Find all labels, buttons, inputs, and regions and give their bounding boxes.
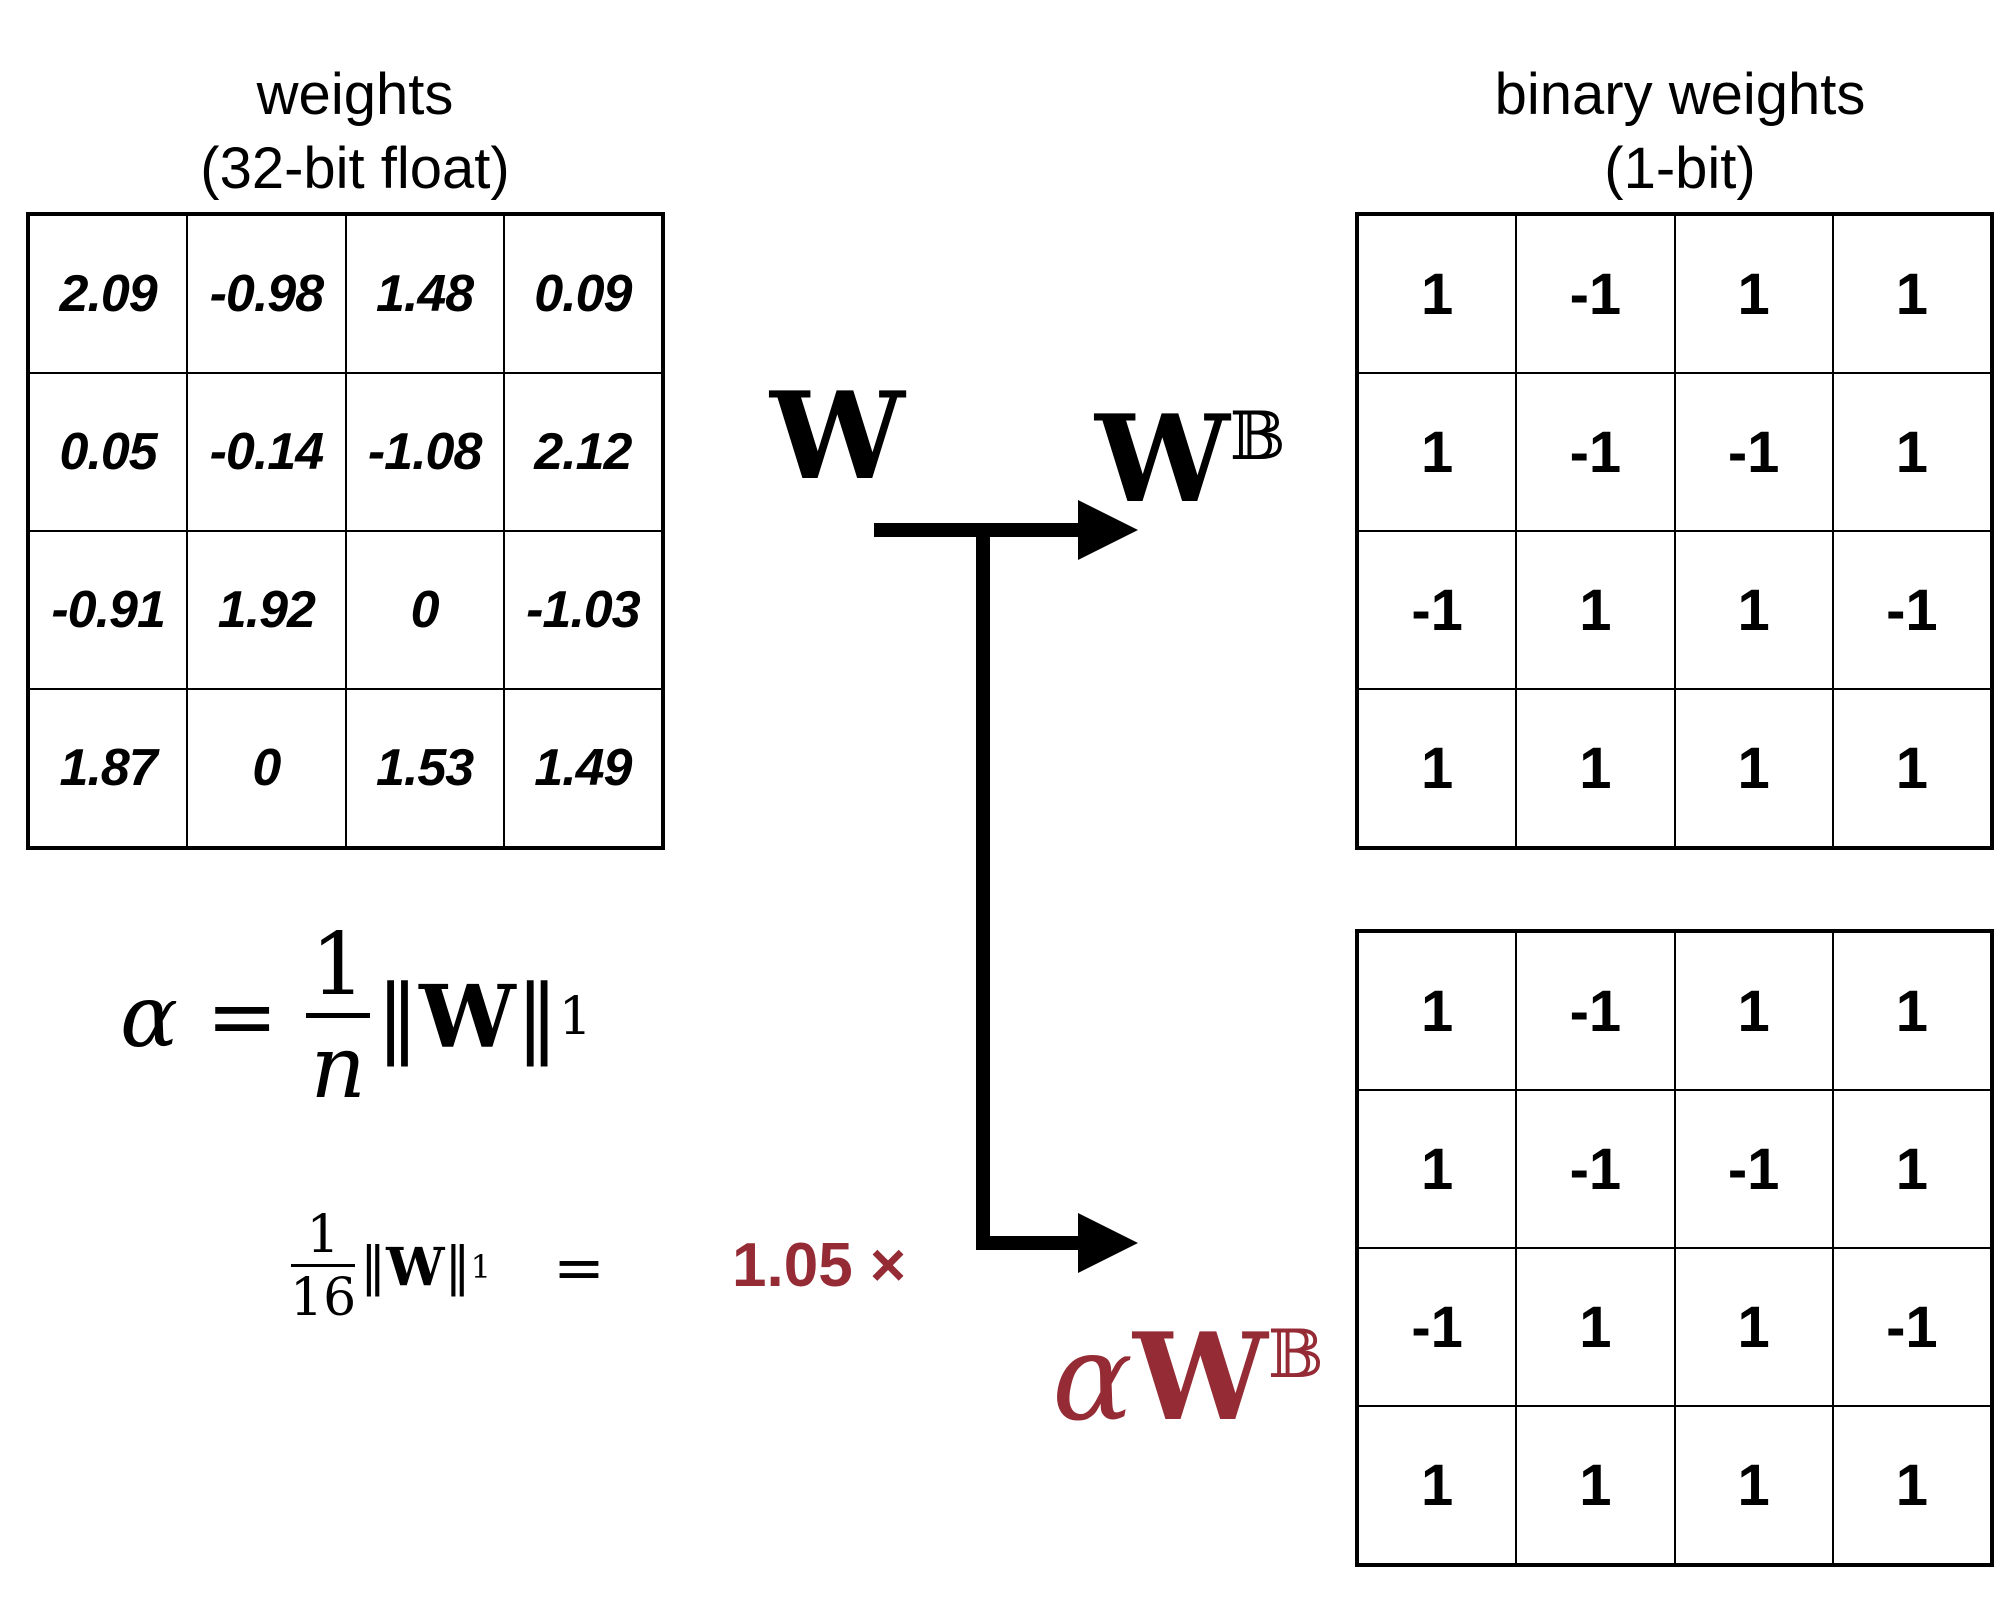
formula-fraction: 1 n bbox=[306, 914, 371, 1118]
float-weight-cell: 1.87 bbox=[29, 689, 188, 847]
formula-norm-open: ‖ bbox=[376, 967, 420, 1067]
scaled-binary-weight-cell: 1 bbox=[1358, 1406, 1517, 1564]
arrowhead-bottom bbox=[1078, 1213, 1138, 1273]
scaled-binary-weight-cell: 1 bbox=[1674, 1406, 1833, 1564]
scaled-binary-weights-matrix: 1 -1 1 1 1 -1 -1 1 -1 1 1 -1 1 1 1 1 bbox=[1355, 929, 1994, 1567]
binary-weight-cell: -1 bbox=[1358, 531, 1517, 689]
scaled-binary-weight-cell: 1 bbox=[1358, 1090, 1517, 1248]
wb-label-base: W bbox=[1095, 389, 1230, 530]
formula-subscript: 1 bbox=[558, 987, 592, 1047]
wb-label-superscript: 𝔹 bbox=[1229, 398, 1286, 475]
computation-numerator: 1 bbox=[306, 1204, 340, 1265]
computation-equals: = bbox=[552, 1230, 605, 1304]
binary-weights-caption: binary weights (1-bit) bbox=[1430, 58, 1930, 206]
scaled-binary-weight-cell: 1 bbox=[1674, 1248, 1833, 1406]
w-label: W bbox=[770, 372, 905, 502]
float-weight-cell: -1.08 bbox=[345, 373, 504, 531]
binary-weight-cell: 1 bbox=[1516, 531, 1675, 689]
alpha-wb-label-superscript: 𝔹 bbox=[1267, 1316, 1324, 1393]
w-label-text: W bbox=[770, 366, 905, 507]
binary-weight-cell: 1 bbox=[1674, 531, 1833, 689]
alpha-wb-label-alpha: α bbox=[1052, 1309, 1134, 1448]
scaled-binary-weight-cell: -1 bbox=[1516, 932, 1675, 1090]
arrow-to-alpha-wb bbox=[976, 530, 1138, 1273]
float-weight-cell: 1.92 bbox=[187, 531, 346, 689]
binary-weight-cell: -1 bbox=[1832, 531, 1991, 689]
scaled-binary-weight-cell: -1 bbox=[1358, 1248, 1517, 1406]
formula-equals: = bbox=[206, 967, 279, 1067]
float-weight-cell: 2.12 bbox=[503, 373, 662, 531]
formula-denominator: n bbox=[310, 1017, 366, 1118]
scaled-binary-weight-cell: 1 bbox=[1832, 1406, 1991, 1564]
formula-w: W bbox=[419, 966, 516, 1068]
float-weight-cell: 0 bbox=[345, 531, 504, 689]
alpha-wb-label-base: W bbox=[1133, 1307, 1268, 1448]
binary-weight-cell: 1 bbox=[1516, 689, 1675, 847]
computation-denominator: 16 bbox=[290, 1267, 357, 1328]
formula-alpha: α bbox=[120, 967, 179, 1067]
binary-weight-cell: 1 bbox=[1832, 215, 1991, 373]
float-weight-cell: 0.05 bbox=[29, 373, 188, 531]
float-weight-cell: -0.14 bbox=[187, 373, 346, 531]
scaled-binary-weight-cell: -1 bbox=[1516, 1090, 1675, 1248]
binary-weight-cell: 1 bbox=[1674, 215, 1833, 373]
arrowhead-top bbox=[1078, 500, 1138, 560]
float-weight-cell: 0.09 bbox=[503, 215, 662, 373]
alpha-wb-label: αW𝔹 bbox=[1052, 1290, 1324, 1444]
scaled-binary-weight-cell: 1 bbox=[1516, 1248, 1675, 1406]
alpha-computation: 1 16 ‖ W ‖ 1 = bbox=[290, 1192, 605, 1342]
formula-numerator: 1 bbox=[310, 914, 366, 1015]
binary-weights-caption-line2: (1-bit) bbox=[1604, 136, 1756, 201]
binary-weights-caption-line1: binary weights bbox=[1494, 62, 1866, 127]
float-weight-cell: -0.91 bbox=[29, 531, 188, 689]
binary-weight-cell: 1 bbox=[1358, 373, 1517, 531]
float-weight-cell: 1.49 bbox=[503, 689, 662, 847]
computation-subscript: 1 bbox=[470, 1248, 491, 1286]
scaled-binary-weight-cell: -1 bbox=[1832, 1248, 1991, 1406]
computation-norm-open: ‖ bbox=[360, 1237, 387, 1297]
computation-w: W bbox=[386, 1236, 445, 1298]
computation-fraction-bar bbox=[291, 1263, 356, 1267]
formula-norm-close: ‖ bbox=[515, 967, 559, 1067]
float-weights-caption: weights (32-bit float) bbox=[140, 58, 570, 206]
arrow-to-wb bbox=[874, 500, 1138, 560]
float-weight-cell: 0 bbox=[187, 689, 346, 847]
scaled-binary-weight-cell: 1 bbox=[1358, 932, 1517, 1090]
binary-weights-matrix: 1 -1 1 1 1 -1 -1 1 -1 1 1 -1 1 1 1 1 bbox=[1355, 212, 1994, 850]
binary-weight-cell: 1 bbox=[1832, 373, 1991, 531]
float-weight-cell: 2.09 bbox=[29, 215, 188, 373]
binary-weight-cell: -1 bbox=[1674, 373, 1833, 531]
float-weights-caption-line2: (32-bit float) bbox=[200, 136, 510, 201]
float-weights-caption-line1: weights bbox=[256, 62, 454, 127]
alpha-value: 1.05 × bbox=[732, 1231, 907, 1300]
scaled-binary-weight-cell: 1 bbox=[1832, 932, 1991, 1090]
binary-weight-cell: 1 bbox=[1358, 215, 1517, 373]
formula-fraction-bar bbox=[306, 1012, 371, 1018]
float-weight-cell: -1.03 bbox=[503, 531, 662, 689]
computation-norm-close: ‖ bbox=[444, 1237, 471, 1297]
float-weight-cell: 1.48 bbox=[345, 215, 504, 373]
binary-weight-cell: 1 bbox=[1358, 689, 1517, 847]
float-weight-cell: -0.98 bbox=[187, 215, 346, 373]
scaled-binary-weight-cell: 1 bbox=[1832, 1090, 1991, 1248]
float-weights-matrix: 2.09 -0.98 1.48 0.09 0.05 -0.14 -1.08 2.12 -0.91… bbox=[26, 212, 665, 850]
scaled-binary-weight-cell: 1 bbox=[1516, 1406, 1675, 1564]
scaled-binary-weight-cell: -1 bbox=[1674, 1090, 1833, 1248]
wb-label: W𝔹 bbox=[1095, 372, 1286, 526]
computation-fraction: 1 16 bbox=[290, 1206, 356, 1329]
binary-weight-cell: 1 bbox=[1832, 689, 1991, 847]
binary-weight-cell: 1 bbox=[1674, 689, 1833, 847]
alpha-formula: α = 1 n ‖ W ‖ 1 bbox=[120, 912, 592, 1122]
scaled-binary-weight-cell: 1 bbox=[1674, 932, 1833, 1090]
binary-weight-cell: -1 bbox=[1516, 373, 1675, 531]
float-weight-cell: 1.53 bbox=[345, 689, 504, 847]
binary-weight-cell: -1 bbox=[1516, 215, 1675, 373]
